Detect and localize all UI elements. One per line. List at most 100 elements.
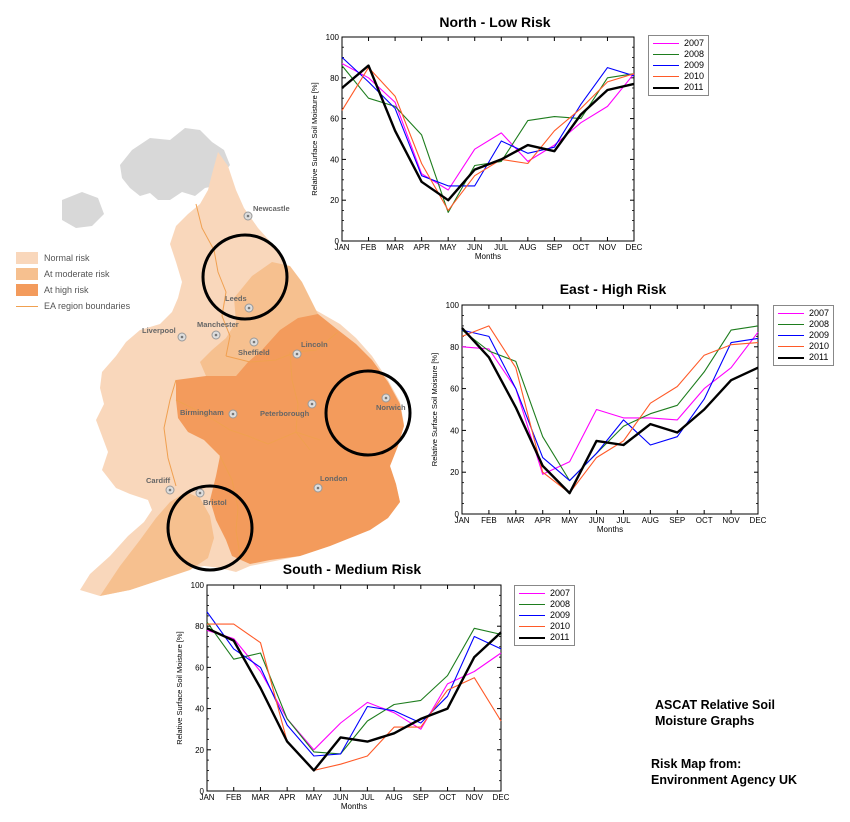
map-legend: Normal risk At moderate risk At high ris… — [16, 250, 130, 314]
legend-label-2008: 2008 — [809, 319, 830, 329]
legend-label-2008: 2008 — [550, 599, 571, 609]
south-ytick-label: 0 — [200, 787, 205, 796]
legend-moderate-risk: At moderate risk — [44, 269, 110, 279]
east-xaxis-label: Months — [597, 525, 623, 534]
legend-entry-2010: 2010 — [778, 341, 829, 352]
east-risk-circle — [324, 369, 412, 457]
legend-swatch-2009 — [653, 65, 679, 66]
legend-swatch-2008 — [778, 324, 804, 325]
north-xtick-label: OCT — [572, 243, 589, 252]
legend-swatch-2011 — [519, 636, 545, 639]
legend-swatch-2009 — [519, 615, 545, 616]
boundary-line-swatch — [16, 305, 38, 307]
east-xtick-label: AUG — [642, 516, 659, 525]
legend-swatch-2010 — [778, 346, 804, 347]
legend-label-2009: 2009 — [809, 330, 830, 340]
south-ytick-label: 60 — [195, 663, 204, 672]
northern-ireland-land — [62, 192, 104, 228]
east-legend: 2007 2008 2009 2010 2011 — [773, 305, 835, 366]
east-xtick-label: FEB — [481, 516, 497, 525]
legend-swatch-2010 — [653, 76, 679, 77]
north-xtick-label: DEC — [626, 243, 643, 252]
east-xtick-label: NOV — [722, 516, 740, 525]
east-xtick-label: MAR — [507, 516, 525, 525]
east-xtick-label: MAY — [561, 516, 578, 525]
legend-swatch-2010 — [519, 626, 545, 627]
legend-swatch-2008 — [653, 54, 679, 55]
south-xaxis-label: Months — [341, 802, 367, 811]
legend-entry-2011: 2011 — [778, 352, 829, 363]
city-label-manchester: Manchester — [197, 320, 239, 329]
risk-map — [62, 128, 412, 596]
south-legend: 2007 2008 2009 2010 2011 — [514, 585, 576, 646]
legend-normal-risk: Normal risk — [44, 253, 90, 263]
legend-entry-2011: 2011 — [653, 82, 704, 93]
north-xtick-label: NOV — [599, 243, 617, 252]
moderate-risk-swatch — [16, 268, 38, 280]
south-series-2011 — [206, 627, 502, 772]
north-risk-circle — [201, 233, 289, 321]
legend-entry-2008: 2008 — [778, 319, 829, 330]
south-xtick-label: OCT — [439, 793, 456, 802]
south-xtick-label: SEP — [413, 793, 429, 802]
moderate-risk-region — [200, 262, 318, 380]
south-xtick-label: JUL — [360, 793, 375, 802]
north-xaxis-label: Months — [475, 252, 501, 261]
south-yaxis-label: Relative Surface Soil Moisture [%] — [175, 631, 184, 744]
graphs-caption: ASCAT Relative Soil Moisture Graphs — [655, 697, 775, 729]
city-label-birmingham: Birmingham — [180, 408, 224, 417]
legend-entry-2007: 2007 — [653, 38, 704, 49]
south-series-2007 — [206, 629, 502, 751]
normal-risk-swatch — [16, 252, 38, 264]
south-xtick-label: NOV — [466, 793, 484, 802]
south-risk-circle — [166, 484, 254, 572]
east-series-2011 — [461, 327, 759, 495]
legend-entry-2007: 2007 — [778, 308, 829, 319]
east-xtick-label: APR — [535, 516, 552, 525]
south-xtick-label: JAN — [199, 793, 214, 802]
legend-label-2010: 2010 — [809, 341, 830, 351]
city-label-newcastle: Newcastle — [253, 204, 290, 213]
south-xtick-label: DEC — [493, 793, 510, 802]
south-series-2010 — [207, 623, 502, 771]
south-xtick-label: APR — [279, 793, 296, 802]
north-xtick-label: SEP — [546, 243, 562, 252]
city-label-london: London — [320, 474, 348, 483]
south-xtick-label: JUN — [333, 793, 349, 802]
legend-swatch-2008 — [519, 604, 545, 605]
south-xtick-label: MAR — [252, 793, 270, 802]
south-plot-frame — [206, 584, 502, 792]
legend-entry-2009: 2009 — [778, 330, 829, 341]
legend-swatch-2011 — [653, 86, 679, 89]
legend-boundaries: EA region boundaries — [44, 301, 131, 311]
legend-swatch-2007 — [653, 43, 679, 44]
north-xtick-label: JUN — [467, 243, 483, 252]
legend-entry-2008: 2008 — [653, 49, 704, 60]
south-ytick-label: 20 — [195, 746, 204, 755]
legend-label-2007: 2007 — [550, 588, 571, 598]
south-series-2009 — [206, 611, 502, 757]
legend-label-2009: 2009 — [550, 610, 571, 620]
legend-label-2011: 2011 — [550, 632, 570, 642]
east-xtick-label: OCT — [696, 516, 713, 525]
south-ytick-label: 40 — [195, 705, 204, 714]
city-label-bristol: Bristol — [203, 498, 227, 507]
north-legend: 2007 2008 2009 2010 2011 — [648, 35, 710, 96]
legend-entry-2010: 2010 — [519, 621, 570, 632]
legend-label-2008: 2008 — [684, 49, 705, 59]
legend-label-2010: 2010 — [684, 71, 705, 81]
east-xtick-label: DEC — [750, 516, 767, 525]
north-xtick-label: JUL — [494, 243, 509, 252]
legend-entry-2009: 2009 — [653, 60, 704, 71]
east-series-2010 — [461, 325, 759, 494]
legend-swatch-2007 — [519, 593, 545, 594]
isle-of-wight — [258, 544, 280, 558]
legend-label-2007: 2007 — [809, 308, 830, 318]
north-xtick-label: AUG — [519, 243, 536, 252]
source-caption-line1: Risk Map from: — [651, 757, 742, 771]
east-xtick-label: JUL — [616, 516, 631, 525]
source-caption: Risk Map from: Environment Agency UK — [651, 756, 797, 788]
east-series-2007 — [461, 331, 759, 475]
east-plot-frame — [461, 304, 759, 515]
